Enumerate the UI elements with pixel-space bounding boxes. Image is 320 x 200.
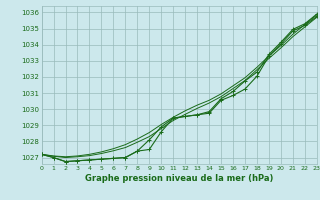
X-axis label: Graphe pression niveau de la mer (hPa): Graphe pression niveau de la mer (hPa) bbox=[85, 174, 273, 183]
